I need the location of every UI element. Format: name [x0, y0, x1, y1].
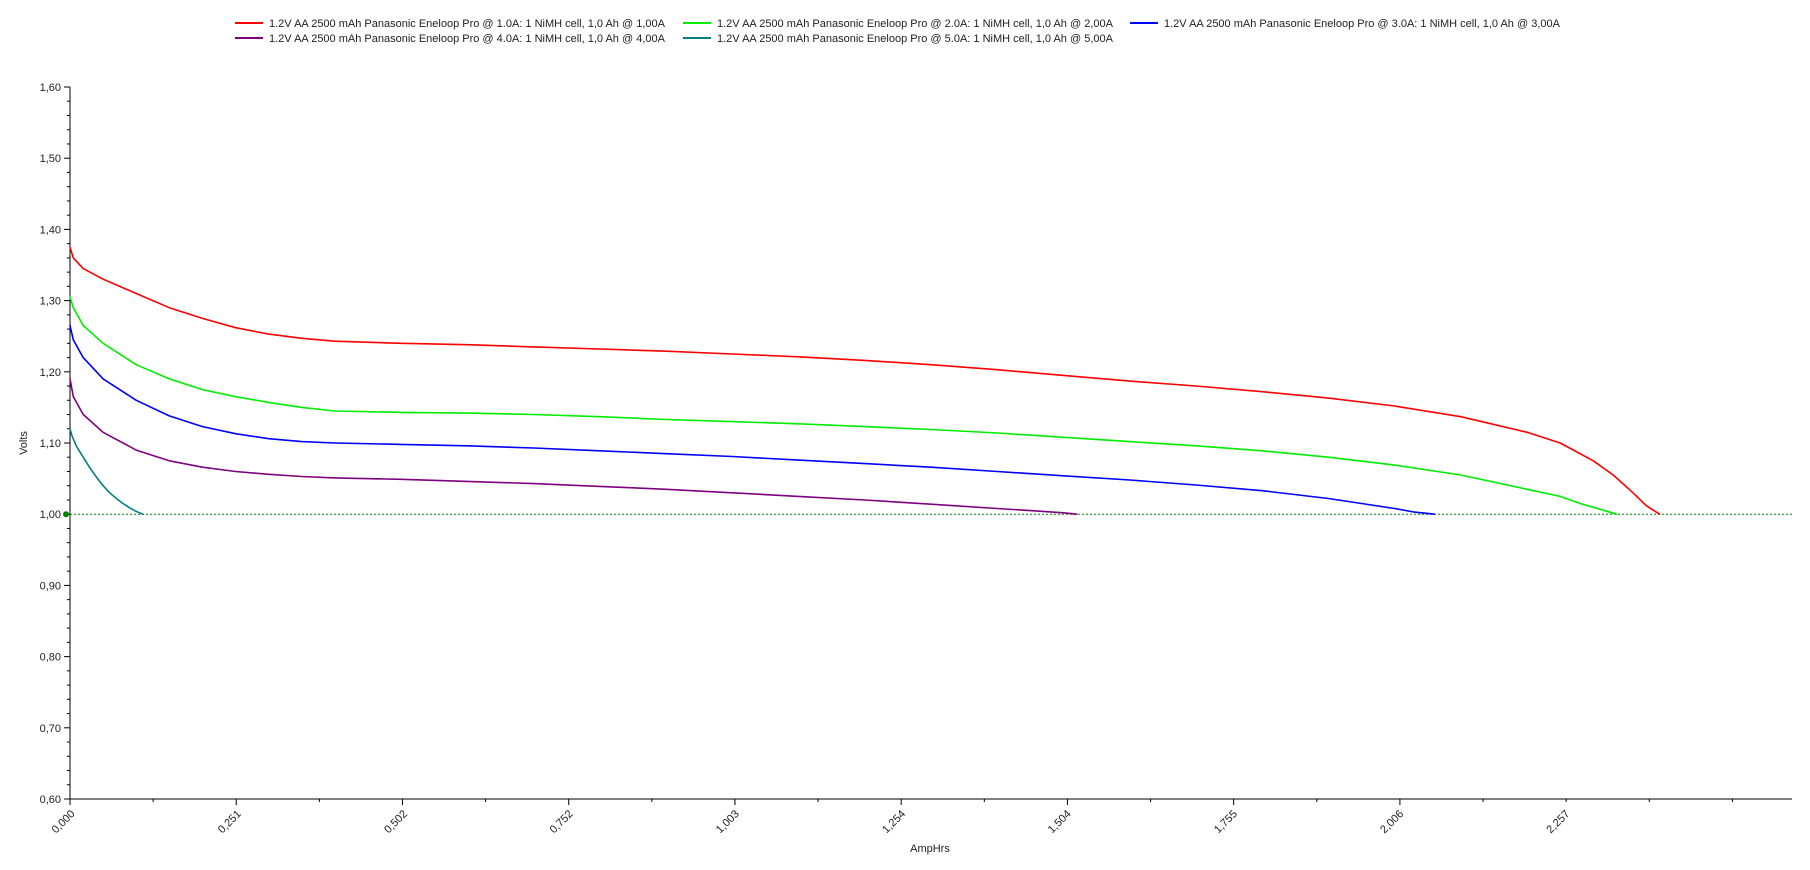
series-line-3	[69, 324, 1436, 516]
x-tick-label: 1,755	[1212, 808, 1240, 836]
legend: 1.2V AA 2500 mAh Panasonic Eneloop Pro @…	[235, 18, 1561, 45]
y-tick-label: 0,80	[40, 652, 61, 664]
y-tick-label: 1,10	[40, 438, 61, 450]
axes: 0,60 0,70 0,80 0,90 1,00 1,10 1,20 1,30 1,40 1,50…	[40, 82, 1792, 836]
x-tick-label: 2,257	[1544, 808, 1572, 836]
reference-marker	[63, 511, 69, 518]
x-tick-label: 0,502	[382, 808, 410, 836]
y-tick-label: 1,30	[40, 296, 61, 308]
y-tick-label: 1,40	[40, 224, 61, 236]
plot-area	[63, 246, 1792, 518]
series-line-4	[69, 378, 1078, 516]
y-tick-label: 1,00	[40, 509, 61, 521]
x-tick-label: 1,254	[880, 808, 908, 836]
legend-entry-5: 1.2V AA 2500 mAh Panasonic Eneloop Pro @…	[717, 33, 1114, 45]
legend-entry-1: 1.2V AA 2500 mAh Panasonic Eneloop Pro @…	[269, 18, 666, 30]
x-tick-label: 0,000	[50, 808, 78, 836]
series-line-1	[69, 246, 1661, 516]
y-tick-label: 0,70	[40, 723, 61, 735]
series-line-5	[69, 427, 144, 516]
legend-entry-4: 1.2V AA 2500 mAh Panasonic Eneloop Pro @…	[269, 33, 666, 45]
x-axis-label: AmpHrs	[910, 843, 950, 855]
y-tick-label: 1,60	[40, 82, 61, 94]
y-axis-label: Volts	[18, 431, 30, 455]
x-tick-label: 0,251	[216, 808, 244, 836]
series-line-2	[69, 296, 1618, 516]
x-tick-label: 1,003	[714, 808, 742, 836]
x-tick-label: 0,752	[548, 808, 576, 836]
legend-entry-3: 1.2V AA 2500 mAh Panasonic Eneloop Pro @…	[1164, 18, 1561, 30]
legend-entry-2: 1.2V AA 2500 mAh Panasonic Eneloop Pro @…	[717, 18, 1114, 30]
y-tick-label: 1,20	[40, 367, 61, 379]
y-tick-label: 0,60	[40, 794, 61, 806]
y-tick-label: 1,50	[40, 153, 61, 165]
x-tick-label: 2,006	[1378, 808, 1406, 836]
y-tick-label: 0,90	[40, 580, 61, 592]
x-tick-label: 1,504	[1046, 808, 1074, 836]
